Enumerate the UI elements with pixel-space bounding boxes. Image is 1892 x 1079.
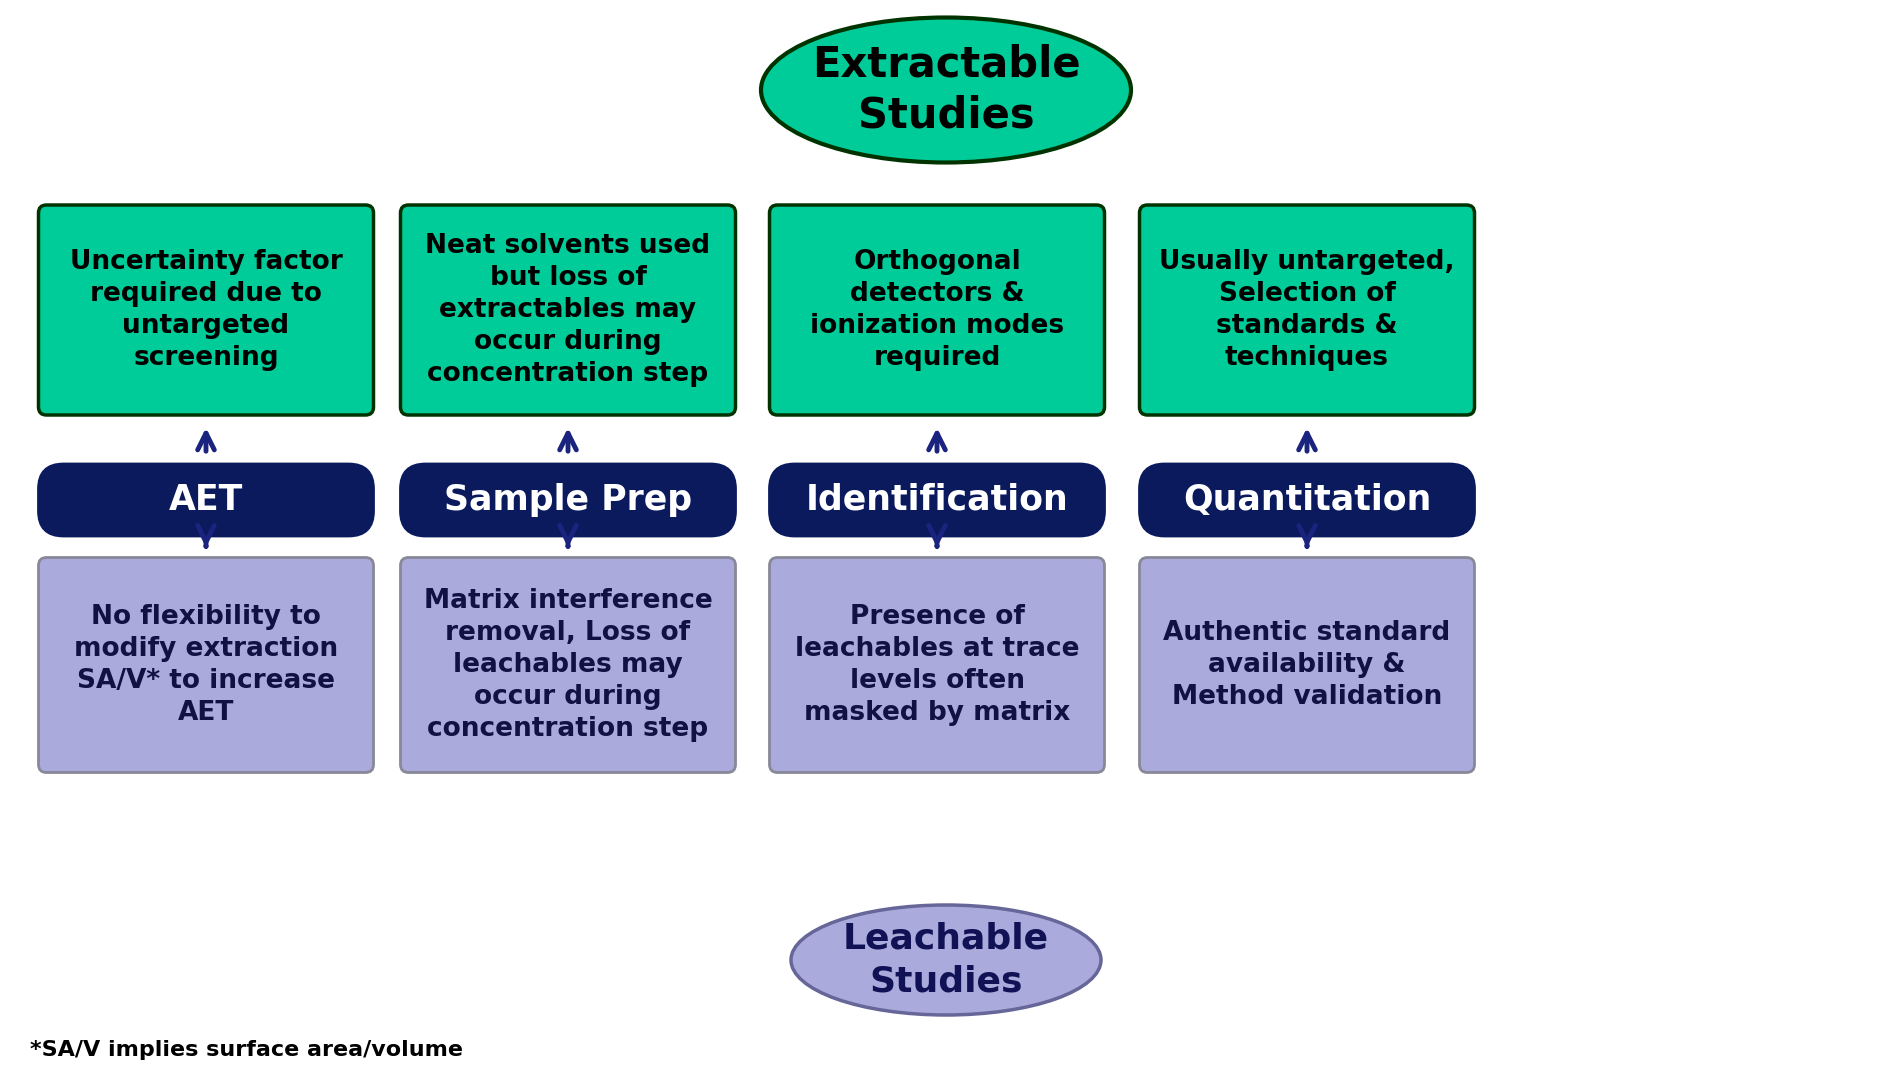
Text: Quantitation: Quantitation [1182,483,1430,517]
FancyBboxPatch shape [401,558,736,773]
Text: Usually untargeted,
Selection of
standards &
techniques: Usually untargeted, Selection of standar… [1160,249,1455,371]
Text: Leachable
Studies: Leachable Studies [844,921,1048,998]
Ellipse shape [791,905,1101,1015]
Text: Authentic standard
availability &
Method validation: Authentic standard availability & Method… [1164,620,1451,710]
FancyBboxPatch shape [38,464,373,536]
Text: Orthogonal
detectors &
ionization modes
required: Orthogonal detectors & ionization modes … [810,249,1063,371]
Text: AET: AET [168,483,244,517]
FancyBboxPatch shape [770,205,1105,415]
Text: Neat solvents used
but loss of
extractables may
occur during
concentration step: Neat solvents used but loss of extractab… [426,233,711,387]
Text: Sample Prep: Sample Prep [445,483,692,517]
Text: *SA/V implies surface area/volume: *SA/V implies surface area/volume [30,1040,464,1060]
FancyBboxPatch shape [770,464,1105,536]
FancyBboxPatch shape [38,558,373,773]
Ellipse shape [761,17,1131,163]
FancyBboxPatch shape [1139,558,1474,773]
Text: Extractable
Studies: Extractable Studies [812,43,1080,137]
FancyBboxPatch shape [1139,205,1474,415]
Text: No flexibility to
modify extraction
SA/V* to increase
AET: No flexibility to modify extraction SA/V… [74,604,339,726]
FancyBboxPatch shape [38,205,373,415]
FancyBboxPatch shape [401,205,736,415]
FancyBboxPatch shape [770,558,1105,773]
FancyBboxPatch shape [401,464,736,536]
Text: Presence of
leachables at trace
levels often
masked by matrix: Presence of leachables at trace levels o… [795,604,1078,726]
Text: Matrix interference
removal, Loss of
leachables may
occur during
concentration s: Matrix interference removal, Loss of lea… [424,588,713,742]
Text: Identification: Identification [806,483,1069,517]
FancyBboxPatch shape [1139,464,1474,536]
Text: Uncertainty factor
required due to
untargeted
screening: Uncertainty factor required due to untar… [70,249,342,371]
